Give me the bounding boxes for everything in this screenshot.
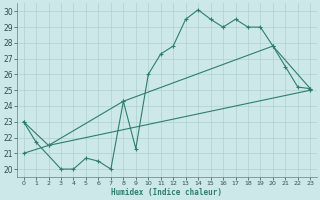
X-axis label: Humidex (Indice chaleur): Humidex (Indice chaleur) (111, 188, 222, 197)
